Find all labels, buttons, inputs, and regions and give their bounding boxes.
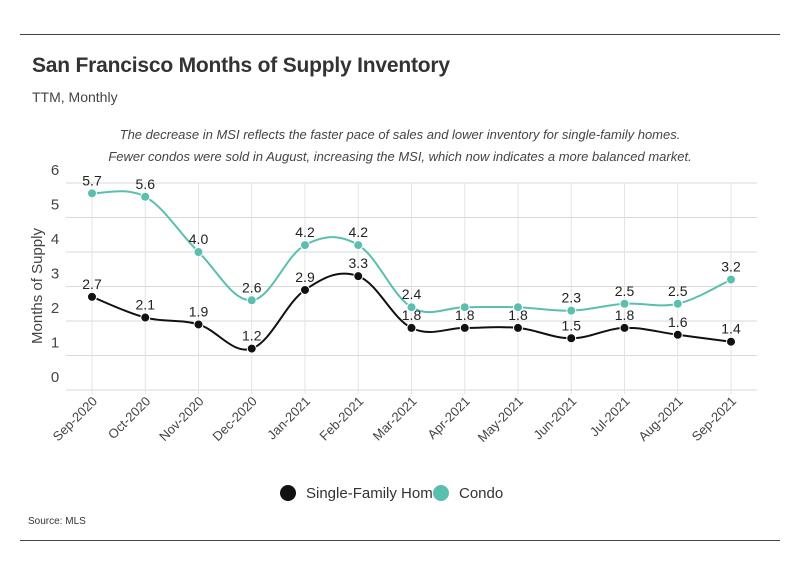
data-point (140, 191, 151, 202)
data-point (406, 322, 417, 333)
data-label: 2.3 (562, 290, 582, 306)
data-label: 1.8 (508, 307, 528, 323)
data-label: 2.4 (402, 286, 422, 302)
data-label: 2.7 (82, 276, 102, 292)
top-rule (20, 34, 780, 35)
data-label: 2.5 (668, 283, 688, 299)
x-tick-label: Oct-2020 (105, 394, 153, 442)
data-point (246, 343, 257, 354)
data-label: 4.0 (189, 231, 209, 247)
legend-marker (280, 485, 296, 501)
data-point (459, 322, 470, 333)
data-labels: 5.7 5.6 4.0 2.6 4.2 4.2 2.4 2.3 2.5 2.5 3.2 2.7 2.1 1… (82, 172, 741, 343)
data-label: 1.6 (668, 314, 688, 330)
data-point (353, 240, 364, 251)
data-label: 2.6 (242, 279, 262, 295)
data-point (672, 298, 683, 309)
data-label: 1.9 (189, 303, 209, 319)
y-tick-label: 2 (51, 300, 59, 317)
gridlines (66, 182, 757, 394)
data-label: 5.6 (136, 176, 156, 192)
data-label: 2.1 (136, 297, 156, 313)
data-point (726, 274, 736, 285)
data-point (619, 298, 630, 309)
y-tick-label: 5 (51, 197, 59, 214)
x-tick-label: Apr-2021 (424, 394, 472, 442)
data-label: 1.5 (562, 317, 582, 333)
data-point (619, 322, 630, 333)
data-point (87, 291, 97, 302)
data-point (566, 333, 577, 344)
legend-label: Single-Family Home (306, 485, 441, 502)
data-point (513, 322, 523, 333)
x-tick-label: Sep-2020 (50, 394, 100, 444)
x-tick-label: Jul-2021 (587, 394, 633, 440)
y-tick-label: 3 (51, 266, 59, 283)
data-point (672, 329, 683, 340)
data-label: 4.2 (349, 224, 369, 240)
bottom-rule (20, 540, 780, 541)
legend-label: Condo (459, 485, 503, 502)
data-label: 2.5 (615, 283, 635, 299)
y-tick-label: 1 (51, 335, 59, 352)
data-point (193, 247, 204, 257)
x-tick-label: Mar-2021 (370, 394, 420, 444)
data-label: 1.4 (721, 321, 741, 337)
y-tick-label: 6 (51, 162, 59, 179)
data-label: 5.7 (82, 172, 102, 188)
data-point (140, 312, 151, 323)
data-label: 1.8 (455, 307, 475, 323)
data-point (300, 240, 310, 251)
chart-title: San Francisco Months of Supply Inventory (32, 54, 450, 77)
y-tick-label: 0 (51, 369, 59, 386)
data-label: 1.8 (615, 307, 635, 323)
data-label: 4.2 (295, 224, 315, 240)
data-point (406, 302, 417, 313)
x-tick-label: May-2021 (475, 394, 526, 445)
x-tick-label: Sep-2021 (689, 394, 739, 444)
data-label: 3.3 (349, 255, 369, 271)
x-axis-ticks: Sep-2020 Oct-2020 Nov-2020 Dec-2020 Jan-2021… (50, 394, 739, 445)
data-point (459, 302, 470, 313)
data-label: 2.9 (295, 269, 315, 285)
data-label: 1.2 (242, 328, 262, 344)
data-point (300, 284, 310, 295)
data-point (193, 319, 204, 330)
series-lines (87, 188, 736, 354)
data-point (246, 295, 257, 306)
x-tick-label: Jun-2021 (530, 394, 579, 443)
x-tick-label: Nov-2020 (156, 394, 206, 444)
data-label: 3.2 (721, 259, 741, 275)
chart-subtitle: TTM, Monthly (32, 89, 118, 105)
x-tick-label: Aug-2021 (635, 394, 685, 444)
y-axis-ticks: 0 1 2 3 4 5 6 (51, 162, 59, 386)
y-tick-label: 4 (51, 231, 59, 248)
data-point (87, 188, 97, 199)
y-axis-label: Months of Supply (29, 228, 46, 344)
x-tick-label: Dec-2020 (209, 394, 259, 444)
x-tick-label: Feb-2021 (316, 394, 366, 444)
legend-marker (433, 485, 449, 501)
data-point (566, 305, 577, 316)
source-note: Source: MLS (28, 516, 86, 527)
data-point (513, 302, 523, 313)
data-label: 1.8 (402, 307, 422, 323)
data-point (726, 336, 736, 347)
data-point (353, 271, 364, 282)
chart-annotation: The decrease in MSI reflects the faster … (108, 127, 692, 164)
x-tick-label: Jan-2021 (264, 394, 313, 443)
legend: Single-Family Home Condo (280, 485, 503, 502)
